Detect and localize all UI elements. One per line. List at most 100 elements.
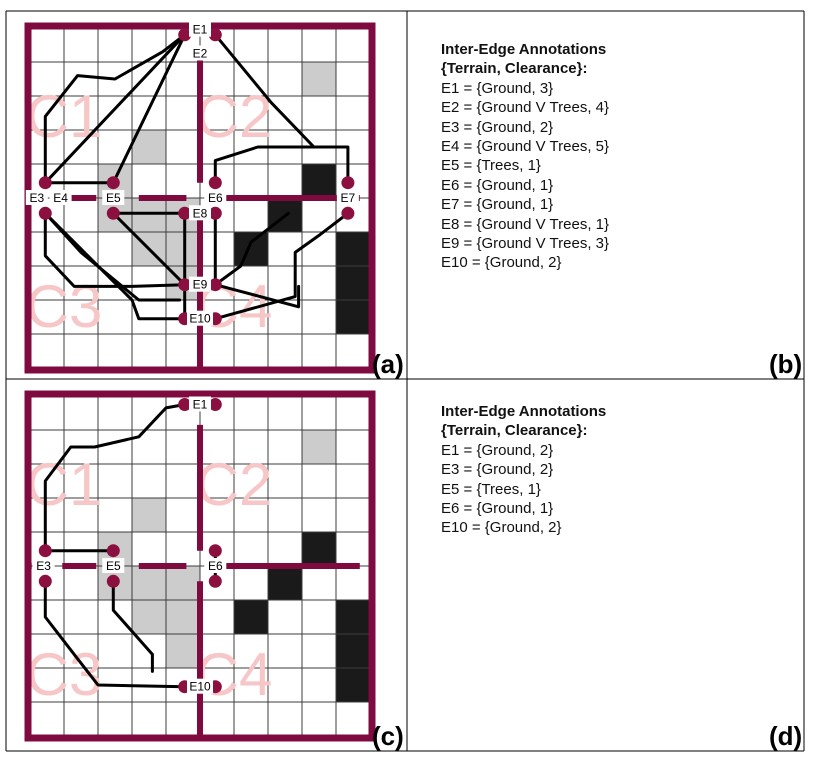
edge-label-box bbox=[336, 190, 359, 205]
waypoint-node bbox=[106, 544, 120, 558]
waypoint-node bbox=[208, 176, 222, 190]
annotation-line: E1 = {Ground, 3} bbox=[441, 79, 554, 97]
path-segment bbox=[111, 33, 187, 185]
edge-label-box bbox=[204, 190, 227, 205]
trees-cell bbox=[132, 566, 166, 600]
waypoint-node bbox=[38, 574, 52, 588]
trees-cell bbox=[132, 198, 166, 232]
panel-label-b: (b) bbox=[769, 349, 802, 379]
annotation-line: E6 = {Ground, 1} bbox=[441, 176, 554, 194]
waypoint-node bbox=[208, 206, 222, 220]
edge-label-box bbox=[189, 205, 211, 221]
trees-cell bbox=[302, 62, 336, 96]
edge-label: E4 bbox=[53, 191, 68, 205]
edge-label: E6 bbox=[208, 191, 223, 205]
obstacle-cell bbox=[336, 634, 370, 668]
obstacle-cell bbox=[302, 532, 336, 566]
path-segment bbox=[43, 211, 187, 321]
waypoint-node bbox=[208, 28, 222, 42]
edge-label: E10 bbox=[189, 312, 211, 326]
cell-label: C2 bbox=[196, 83, 273, 150]
path-segment bbox=[213, 33, 316, 149]
region-border bbox=[24, 390, 376, 742]
annotations-d: Inter-Edge Annotations {Terrain, Clearan… bbox=[441, 402, 606, 538]
edge-label: E6 bbox=[208, 559, 223, 573]
panel-label-a: (a) bbox=[372, 349, 404, 379]
annotation-line: E7 = {Ground, 1} bbox=[441, 196, 554, 214]
annotations-title: Inter-Edge Annotations bbox=[441, 403, 607, 420]
waypoint-node bbox=[208, 574, 222, 588]
trees-cell bbox=[302, 430, 336, 464]
edge-label-box bbox=[102, 190, 125, 205]
annotation-line: E10 = {Ground, 2} bbox=[441, 519, 562, 537]
obstacle-cell bbox=[234, 600, 268, 634]
waypoint-node bbox=[38, 206, 52, 220]
annotation-line: E8 = {Ground V Trees, 1} bbox=[441, 215, 610, 233]
waypoint-node bbox=[178, 278, 192, 292]
edge-label: E7 bbox=[341, 191, 356, 205]
edge-label-box bbox=[189, 45, 211, 61]
obstacle-cell bbox=[336, 300, 370, 334]
annotation-line: E3 = {Ground, 2} bbox=[441, 461, 554, 479]
edge-label: E1 bbox=[193, 23, 208, 37]
panel-label-c: (c) bbox=[372, 721, 404, 751]
edge-label-box bbox=[204, 558, 227, 573]
path-segment bbox=[43, 579, 187, 689]
edge-label: E1 bbox=[193, 398, 208, 412]
panel-frames bbox=[5, 10, 805, 752]
edge-label-box bbox=[32, 558, 55, 573]
edge-label-box bbox=[102, 558, 125, 573]
trees-cell bbox=[166, 566, 200, 600]
path-segment bbox=[213, 283, 301, 309]
obstacle-cell bbox=[302, 164, 336, 198]
trees-cell bbox=[166, 634, 200, 668]
cell-label: C4 bbox=[196, 641, 273, 708]
waypoint-node bbox=[106, 574, 120, 588]
path-segment bbox=[43, 33, 187, 185]
panel-label-d: (d) bbox=[769, 721, 802, 751]
trees-cell bbox=[166, 600, 200, 634]
obstacle-cell bbox=[336, 600, 370, 634]
path-segment bbox=[43, 211, 187, 288]
edge-label-box bbox=[189, 276, 211, 292]
obstacle-cell bbox=[336, 668, 370, 702]
edge-label-box bbox=[189, 21, 211, 37]
waypoint-node bbox=[208, 278, 222, 292]
edge-label: E10 bbox=[189, 680, 211, 694]
waypoint-node bbox=[106, 176, 120, 190]
obstacle-cell bbox=[268, 566, 302, 600]
annotations-subtitle: {Terrain, Clearance}: bbox=[441, 422, 588, 440]
edge-label-box bbox=[187, 310, 213, 326]
cell-label: C3 bbox=[26, 273, 103, 340]
edge-label: E3 bbox=[36, 559, 51, 573]
path-segment bbox=[111, 579, 154, 673]
annotation-line: E3 = {Ground, 2} bbox=[441, 118, 554, 136]
waypoint-node bbox=[106, 206, 120, 220]
obstacle-cell bbox=[234, 232, 268, 266]
annotations-subtitle: {Terrain, Clearance}: bbox=[441, 60, 588, 78]
path-segment bbox=[213, 211, 290, 287]
cell-label: C2 bbox=[196, 451, 273, 518]
annotation-line: E5 = {Trees, 1} bbox=[441, 480, 541, 498]
annotation-line: E2 = {Ground V Trees, 4} bbox=[441, 99, 610, 117]
waypoint-node bbox=[208, 398, 222, 411]
annotation-line: E6 = {Ground, 1} bbox=[441, 500, 554, 518]
annotation-line: E1 = {Ground, 2} bbox=[441, 441, 554, 459]
annotation-line: E9 = {Ground V Trees, 3} bbox=[441, 235, 610, 253]
path-segment bbox=[43, 33, 187, 185]
edge-label: E5 bbox=[106, 559, 121, 573]
cell-label: C1 bbox=[26, 451, 103, 518]
annotations-title: Inter-Edge Annotations bbox=[441, 41, 607, 58]
waypoint-node bbox=[38, 176, 52, 190]
edge-label: E2 bbox=[193, 47, 208, 61]
path-segment bbox=[213, 145, 350, 185]
waypoint-node bbox=[178, 28, 192, 42]
edge-label-box bbox=[187, 678, 213, 694]
waypoint-node bbox=[341, 206, 355, 220]
edge-label-box bbox=[189, 396, 211, 412]
annotations-b: Inter-Edge Annotations {Terrain, Clearan… bbox=[441, 40, 609, 273]
waypoint-node bbox=[38, 544, 52, 558]
